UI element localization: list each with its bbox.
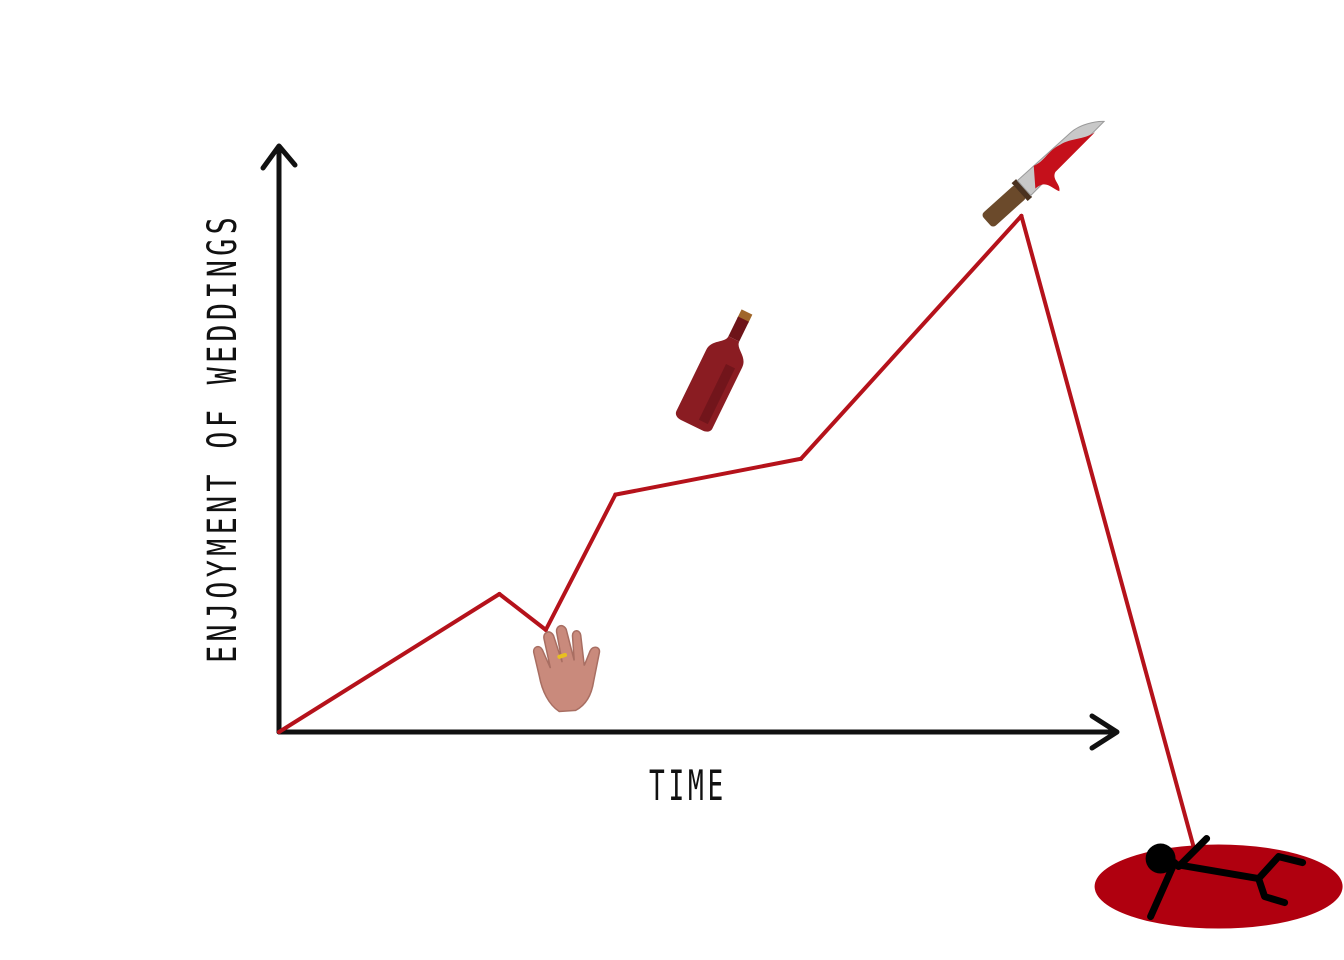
y-axis-label: ENJOYMENT OF WEDDINGS [200,213,246,663]
hand-with-ring-icon [533,624,601,713]
data-point [799,456,803,461]
series-line-segment [1019,213,1198,856]
plot-area [277,213,1198,856]
blood-pool [1094,844,1343,929]
dead-stick-figure-in-blood-pool-icon [1094,835,1343,929]
axes [260,143,1120,751]
x-axis-arrowhead [1089,713,1120,751]
data-point [543,627,548,632]
wine-bottle-icon [675,309,753,432]
data-point [497,592,502,596]
data-point [613,492,618,497]
series-line-segment [277,592,502,734]
series-line-segment [613,456,803,497]
data-point [277,730,281,734]
y-axis-arrowhead [260,143,298,171]
series-line-segment [497,592,548,632]
bloody-knife-icon [982,120,1106,227]
series-line-segment [543,492,618,632]
data-point [1019,213,1024,218]
series-line-segment [799,213,1024,461]
x-axis-label: TIME [649,761,727,810]
